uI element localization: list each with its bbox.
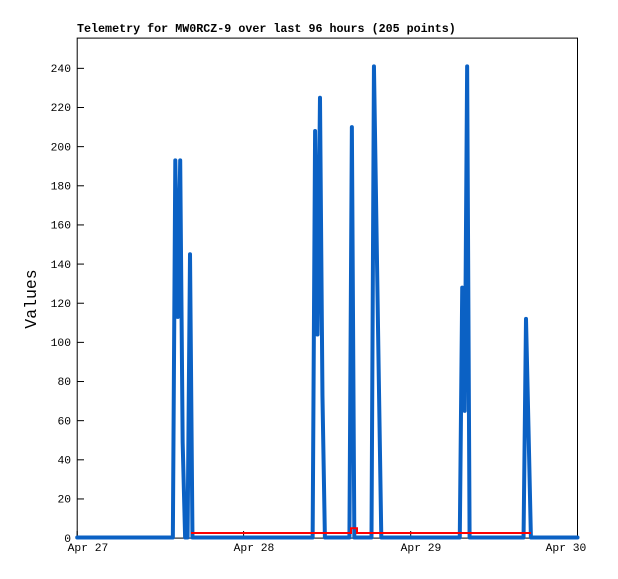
svg-text:20: 20 [57,495,71,507]
svg-text:220: 220 [51,103,72,115]
svg-text:140: 140 [51,260,72,272]
svg-text:Apr 30: Apr 30 [546,543,587,555]
svg-text:160: 160 [51,221,72,233]
svg-text:Apr 27: Apr 27 [68,543,109,555]
svg-text:100: 100 [51,338,72,350]
svg-text:120: 120 [51,299,72,311]
svg-text:60: 60 [57,416,71,428]
svg-text:200: 200 [51,142,72,154]
svg-text:240: 240 [51,64,72,76]
svg-text:80: 80 [57,377,71,389]
svg-text:Apr 29: Apr 29 [401,543,442,555]
svg-text:Apr 28: Apr 28 [234,543,275,555]
svg-text:Values: Values [22,269,41,328]
svg-text:180: 180 [51,182,72,194]
svg-text:40: 40 [57,456,71,468]
